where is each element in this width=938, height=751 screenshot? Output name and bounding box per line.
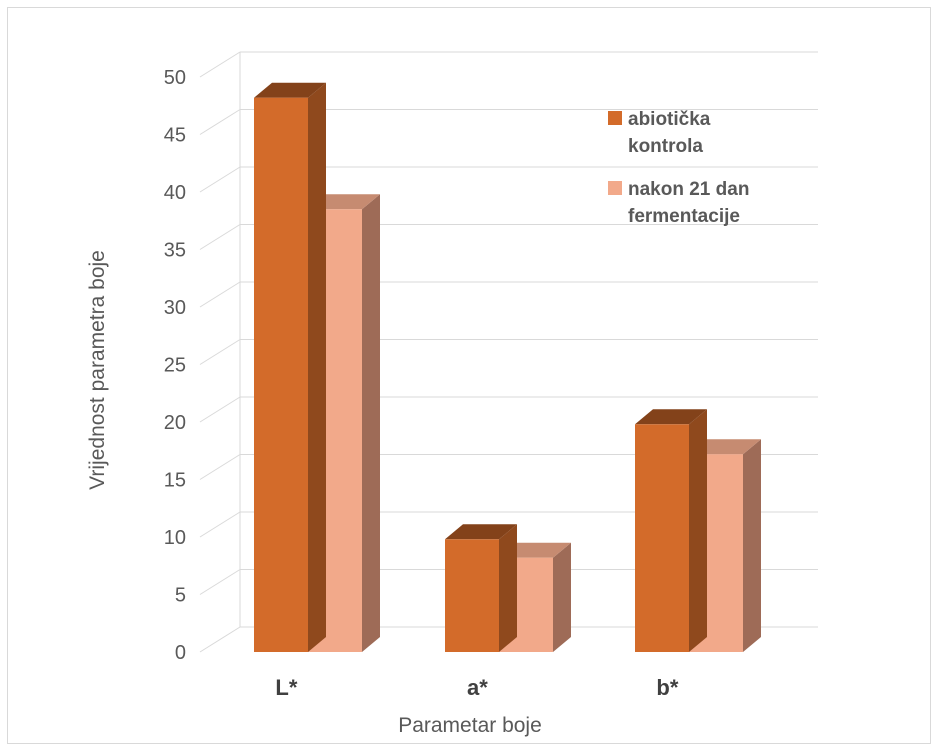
y-tick-label: 20 — [164, 412, 186, 434]
y-tick-label: 40 — [164, 182, 186, 204]
legend-label: fermentacije — [628, 206, 740, 227]
bar-side — [689, 409, 707, 652]
bars — [254, 82, 761, 652]
bar-side — [362, 194, 380, 652]
legend-item: nakon 21 dan fermentacije — [608, 179, 749, 227]
gridline-diagonal — [199, 224, 241, 250]
gridline-diagonal — [199, 511, 241, 538]
y-tick-label: 10 — [164, 527, 186, 549]
y-tick-label: 0 — [175, 642, 186, 664]
legend-item: abiotička kontrola — [608, 109, 711, 157]
y-tick-label: 50 — [164, 67, 186, 89]
x-category-labels: L* a* b* — [275, 675, 678, 700]
bar-top — [635, 409, 707, 425]
bar-top — [254, 82, 326, 98]
y-tick-label: 25 — [164, 355, 186, 377]
y-tick-label: 30 — [164, 297, 186, 319]
bar-front — [445, 539, 499, 652]
x-category-label: b* — [656, 675, 678, 700]
x-axis-title: Parametar boje — [398, 714, 542, 737]
legend-label: kontrola — [628, 136, 703, 157]
bar — [254, 82, 326, 652]
bar-front — [254, 97, 308, 652]
y-tick-label: 35 — [164, 240, 186, 262]
legend-swatch — [608, 111, 622, 125]
y-tick-labels: 0 5 10 15 20 25 30 35 40 45 50 — [164, 67, 186, 664]
legend: abiotička kontrola nakon 21 dan fermentacij… — [608, 109, 749, 227]
gridline-diagonal — [199, 396, 241, 423]
legend-label: abiotička — [628, 109, 711, 130]
y-axis-title: Vrijednost parametra boje — [86, 250, 109, 490]
gridline-diagonal — [199, 569, 241, 595]
gridline-diagonal — [199, 109, 241, 135]
gridline-diagonal — [199, 51, 241, 78]
bar-side — [553, 542, 571, 652]
gridline-diagonal — [199, 454, 241, 480]
legend-label: nakon 21 dan — [628, 179, 749, 200]
bar — [445, 524, 517, 652]
x-category-label: L* — [275, 675, 297, 700]
legend-swatch — [608, 181, 622, 195]
bar-side — [743, 439, 761, 652]
gridline-diagonal — [199, 281, 241, 308]
bar-side — [499, 524, 517, 652]
x-category-label: a* — [467, 675, 488, 700]
gridline-diagonal — [199, 166, 241, 193]
gridline-diagonal — [199, 626, 241, 653]
bar — [635, 409, 707, 652]
bar-top — [445, 524, 517, 540]
y-tick-label: 45 — [164, 125, 186, 147]
gridline-diagonal — [199, 339, 241, 365]
bar-side — [308, 82, 326, 652]
bar-front — [635, 424, 689, 652]
y-tick-label: 5 — [175, 585, 186, 607]
y-tick-label: 15 — [164, 470, 186, 492]
